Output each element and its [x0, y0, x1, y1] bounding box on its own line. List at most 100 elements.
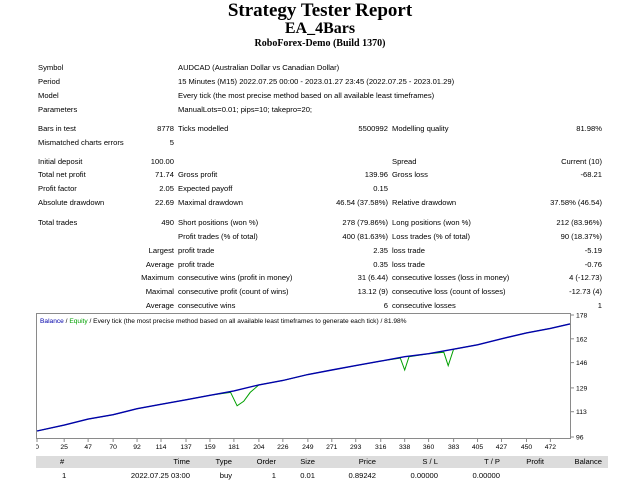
- report-title: Strategy Tester Report: [227, 0, 413, 21]
- expected-payoff-value: 0.15: [373, 184, 388, 193]
- parameters-value: ManualLots=0.01; pips=10; takepro=20;: [178, 105, 313, 114]
- x-tick-label: 137: [180, 444, 192, 451]
- cell-size: 0.01: [300, 471, 315, 480]
- y-tick-label: 178: [576, 313, 588, 320]
- cell-order: 1: [271, 471, 276, 480]
- x-tick-label: 405: [472, 444, 484, 451]
- mismatched-value: 5: [169, 138, 174, 147]
- x-tick-label: 226: [277, 444, 289, 451]
- col-order: Order: [256, 457, 276, 466]
- y-tick-label: 96: [576, 435, 584, 442]
- x-tick-label: 383: [448, 444, 460, 451]
- maximal-cons-loss-value: -12.73 (4): [569, 287, 602, 296]
- server-name: RoboForex-Demo (Build 1370): [254, 38, 386, 49]
- avg-cons-losses-label: consecutive losses: [392, 301, 456, 310]
- legend-equity: Equity: [69, 318, 88, 325]
- col-profit: Profit: [526, 457, 544, 466]
- period-value: 15 Minutes (M15) 2022.07.25 00:00 - 2023…: [178, 77, 455, 86]
- initial-deposit-value: 100.00: [150, 157, 174, 166]
- initial-deposit-label: Initial deposit: [38, 157, 83, 166]
- maximal-cons-profit-label: consecutive profit (count of wins): [178, 287, 289, 296]
- relative-drawdown-value: 37.58% (46.54): [550, 198, 602, 207]
- max-cons-losses-value: 4 (-12.73): [569, 273, 602, 282]
- long-positions-label: Long positions (won %): [392, 218, 471, 227]
- y-axis: 178 162 146 129 113 96: [570, 313, 588, 442]
- short-positions-value: 278 (79.86%): [342, 218, 388, 227]
- cell-type: buy: [219, 471, 232, 480]
- cell-time: 2022.07.25 03:00: [130, 471, 190, 480]
- mismatched-label: Mismatched charts errors: [38, 138, 124, 147]
- ea-name: EA_4Bars: [284, 20, 356, 37]
- largest-profit-value: 2.35: [373, 246, 388, 255]
- avg-cons-wins-label: consecutive wins: [178, 301, 236, 310]
- model-label: Model: [38, 91, 59, 100]
- total-net-profit-label: Total net profit: [38, 170, 86, 179]
- average-prefix: Average: [145, 260, 174, 269]
- relative-drawdown-label: Relative drawdown: [392, 198, 457, 207]
- gross-loss-value: -68.21: [580, 170, 602, 179]
- y-tick-label: 146: [576, 360, 588, 367]
- balance-chart: Balance / Equity / Every tick (the most …: [35, 313, 608, 453]
- spread-value: Current (10): [561, 157, 602, 166]
- legend-description: / Every tick (the most precise method ba…: [88, 318, 407, 325]
- col-balance: Balance: [574, 457, 602, 466]
- series-group: [36, 323, 571, 432]
- maximal-drawdown-label: Maximal drawdown: [178, 198, 243, 207]
- col-size: Size: [300, 457, 315, 466]
- x-tick-label: 316: [375, 444, 387, 451]
- col-price: Price: [358, 457, 376, 466]
- largest-prefix: Largest: [148, 246, 174, 255]
- total-trades-label: Total trades: [38, 218, 78, 227]
- legend-balance: Balance: [40, 318, 64, 325]
- x-tick-label: 249: [302, 444, 314, 451]
- largest-loss-value: -5.19: [584, 246, 602, 255]
- model-value: Every tick (the most precise method base…: [178, 91, 435, 100]
- chart-svg: Balance / Equity / Every tick (the most …: [35, 313, 588, 452]
- maximal-cons-profit-value: 13.12 (9): [357, 287, 388, 296]
- x-tick-label: 25: [60, 444, 68, 451]
- period-label: Period: [38, 77, 60, 86]
- chart-legend: Balance / Equity / Every tick (the most …: [40, 318, 407, 325]
- maximum-prefix: Maximum: [141, 273, 174, 282]
- x-tick-label: 92: [133, 444, 141, 451]
- col-number: #: [60, 457, 65, 466]
- total-trades-value: 490: [161, 218, 174, 227]
- y-tick-label: 162: [576, 336, 588, 343]
- x-axis: 0 25 47 70 92 114 137 159 181 204 226 249 271 293 316 3…: [35, 438, 556, 451]
- modelling-quality-label: Modelling quality: [392, 124, 449, 133]
- x-tick-label: 293: [350, 444, 362, 451]
- parameters-label: Parameters: [38, 105, 78, 114]
- symbol-label: Symbol: [38, 63, 64, 72]
- table-row: 1 2022.07.25 03:00 buy 1 0.01 0.89242 0.…: [36, 470, 608, 482]
- ticks-modelled-label: Ticks modelled: [178, 124, 229, 133]
- series-line-balance: [36, 323, 571, 432]
- x-tick-label: 338: [399, 444, 411, 451]
- x-tick-label: 204: [253, 444, 265, 451]
- short-positions-label: Short positions (won %): [178, 218, 259, 227]
- cell-number: 1: [62, 471, 67, 480]
- largest-profit-label: profit trade: [178, 246, 215, 255]
- largest-loss-label: loss trade: [392, 246, 425, 255]
- absolute-drawdown-label: Absolute drawdown: [38, 198, 105, 207]
- average-profit-value: 0.35: [373, 260, 388, 269]
- profit-factor-label: Profit factor: [38, 184, 77, 193]
- profit-trades-label: Profit trades (% of total): [178, 232, 258, 241]
- expected-payoff-label: Expected payoff: [178, 184, 233, 193]
- bars-in-test-value: 8778: [157, 124, 174, 133]
- symbol-value: AUDCAD (Australian Dollar vs Canadian Do…: [178, 63, 340, 72]
- x-tick-label: 114: [156, 444, 167, 451]
- total-net-profit-value: 71.74: [154, 170, 174, 179]
- maximal-drawdown-value: 46.54 (37.58%): [336, 198, 388, 207]
- col-type: Type: [215, 457, 232, 466]
- x-tick-label: 181: [228, 444, 240, 451]
- long-positions-value: 212 (83.96%): [556, 218, 602, 227]
- cell-price: 0.89242: [348, 471, 376, 480]
- average-prefix-2: Average: [145, 301, 174, 310]
- profit-trades-value: 400 (81.63%): [342, 232, 388, 241]
- average-loss-value: -0.76: [584, 260, 602, 269]
- average-profit-label: profit trade: [178, 260, 215, 269]
- legend-separator: /: [64, 318, 70, 325]
- max-cons-losses-label: consecutive losses (loss in money): [392, 273, 510, 282]
- max-cons-wins-value: 31 (6.44): [357, 273, 388, 282]
- maximal-cons-loss-label: consecutive loss (count of losses): [392, 287, 506, 296]
